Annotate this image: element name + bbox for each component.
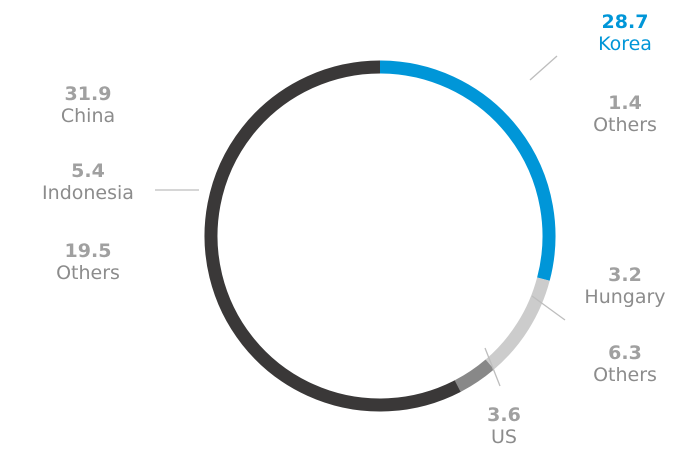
label-china-name: China xyxy=(60,104,116,127)
label-europe-others: 6.3 Others xyxy=(580,342,670,387)
leader-line-hungary xyxy=(531,295,566,321)
label-asia-others-name: Others xyxy=(56,261,120,284)
label-hungary-name: Hungary xyxy=(584,285,666,308)
donut-segment-korea xyxy=(379,60,556,281)
label-indonesia: 5.4 Indonesia xyxy=(28,160,148,205)
label-korea-others-name: Others xyxy=(593,113,657,136)
label-europe-others-value: 6.3 xyxy=(608,342,642,364)
label-china: 31.9 China xyxy=(28,83,148,128)
label-us-name: US xyxy=(491,425,517,448)
label-korea-others-value: 1.4 xyxy=(608,92,642,114)
label-us-value: 3.6 xyxy=(487,404,521,426)
donut-segment-americas xyxy=(454,359,495,392)
label-indonesia-name: Indonesia xyxy=(42,181,134,204)
donut-segments xyxy=(204,60,556,412)
label-us: 3.6 US xyxy=(464,404,544,449)
label-indonesia-value: 5.4 xyxy=(71,160,105,182)
label-korea-name: Korea xyxy=(598,32,652,55)
label-europe-others-name: Others xyxy=(593,363,657,386)
label-korea: 28.7 Korea xyxy=(580,11,670,56)
donut-segment-asia xyxy=(204,60,461,412)
leader-line-korea xyxy=(529,55,558,81)
label-asia-others: 19.5 Others xyxy=(28,240,148,285)
label-korea-others: 1.4 Others xyxy=(580,92,670,137)
label-korea-value: 28.7 xyxy=(601,11,649,33)
label-asia-others-value: 19.5 xyxy=(64,240,112,262)
label-hungary-value: 3.2 xyxy=(608,264,642,286)
donut-segment-europe xyxy=(485,277,550,370)
leader-lines xyxy=(155,55,566,387)
leader-line-us xyxy=(484,347,501,387)
label-china-value: 31.9 xyxy=(64,83,112,105)
label-hungary: 3.2 Hungary xyxy=(575,264,673,309)
